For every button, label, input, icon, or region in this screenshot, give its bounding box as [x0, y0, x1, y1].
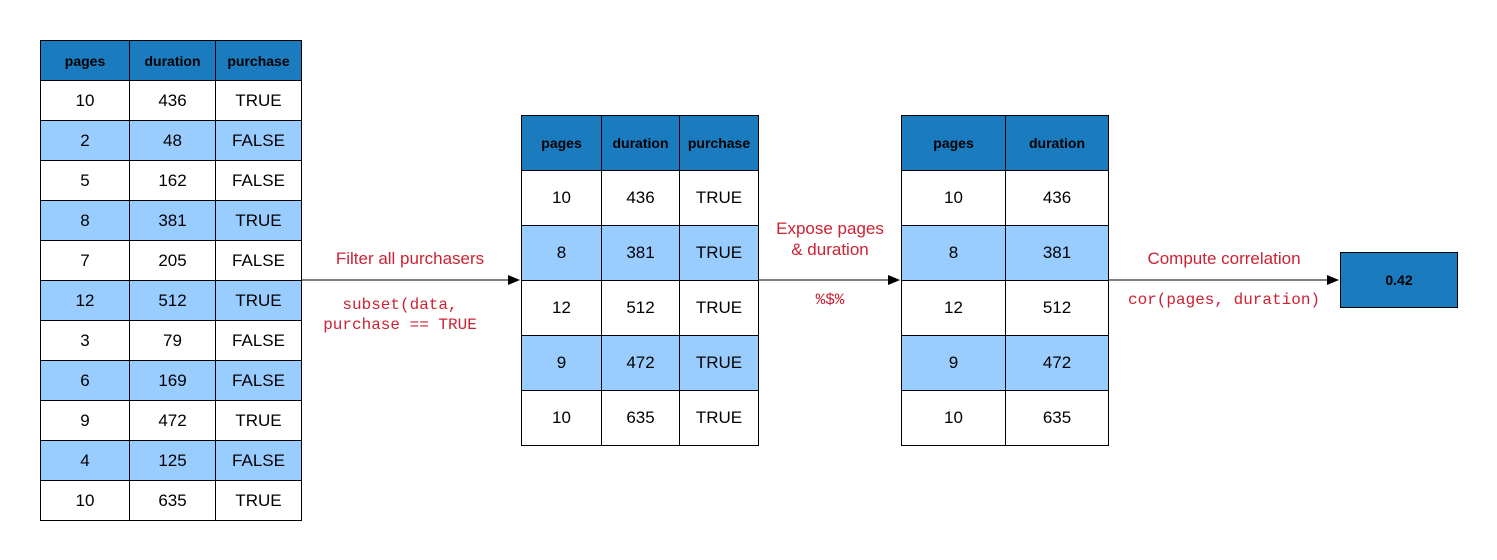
exposed-table: pages duration 10 436 8 381 12 512 9 472 10 635: [901, 115, 1109, 446]
table-row: 10 436 TRUE: [40, 80, 302, 121]
table-row: 6 169 FALSE: [40, 360, 302, 401]
table-row: 2 48 FALSE: [40, 120, 302, 161]
table-cell: FALSE: [215, 440, 302, 481]
table-row: 4 125 FALSE: [40, 440, 302, 481]
correlation-result: 0.42: [1340, 252, 1458, 308]
table-row: 8 381 TRUE: [521, 225, 759, 281]
table-cell: FALSE: [215, 120, 302, 161]
table-cell: 12: [40, 280, 130, 321]
table-row: 8 381: [901, 225, 1109, 281]
table-cell: 635: [601, 390, 680, 446]
table-cell: FALSE: [215, 360, 302, 401]
table-row: 8 381 TRUE: [40, 200, 302, 241]
table-cell: TRUE: [215, 200, 302, 241]
table-cell: 10: [40, 80, 130, 121]
table-cell: 10: [521, 170, 602, 226]
table-cell: 472: [1005, 335, 1109, 391]
table-cell: 472: [601, 335, 680, 391]
table-row: 9 472: [901, 335, 1109, 391]
table-cell: TRUE: [215, 80, 302, 121]
filtered-table: pages duration purchase 10 436 TRUE 8 381 TRUE 12…: [521, 115, 759, 446]
exposition-pipe-code: %$%: [815, 291, 845, 309]
table-cell: 10: [901, 390, 1006, 446]
filter-code: subset(data, purchase == TRUE: [300, 295, 500, 335]
column-header: pages: [40, 40, 130, 81]
header-row: pages duration purchase: [40, 40, 302, 81]
table-cell: 10: [40, 480, 130, 521]
table-cell: TRUE: [215, 480, 302, 521]
table-cell: 6: [40, 360, 130, 401]
table-cell: TRUE: [679, 335, 759, 391]
table-cell: 9: [521, 335, 602, 391]
table-cell: 48: [129, 120, 216, 161]
table-row: 10 635 TRUE: [40, 480, 302, 521]
table-cell: TRUE: [679, 225, 759, 281]
table-cell: 7: [40, 240, 130, 281]
column-header: duration: [601, 115, 680, 171]
table-row: 12 512 TRUE: [521, 280, 759, 336]
table-cell: TRUE: [679, 170, 759, 226]
table-cell: FALSE: [215, 240, 302, 281]
table-row: 9 472 TRUE: [40, 400, 302, 441]
table-row: 7 205 FALSE: [40, 240, 302, 281]
filter-code-line1: subset(data,: [342, 296, 458, 314]
table-cell: 8: [901, 225, 1006, 281]
table-cell: 512: [601, 280, 680, 336]
table-cell: 436: [129, 80, 216, 121]
table-cell: 436: [1005, 170, 1109, 226]
header-row: pages duration purchase: [521, 115, 759, 171]
expose-label: Expose pages & duration: [760, 218, 900, 260]
table-cell: 3: [40, 320, 130, 361]
table-cell: 125: [129, 440, 216, 481]
table-cell: 381: [601, 225, 680, 281]
table-row: 10 635: [901, 390, 1109, 446]
table-cell: 635: [1005, 390, 1109, 446]
table-row: 10 635 TRUE: [521, 390, 759, 446]
table-cell: 4: [40, 440, 130, 481]
table-row: 12 512 TRUE: [40, 280, 302, 321]
expose-label-line2: & duration: [791, 240, 869, 259]
table-cell: 8: [521, 225, 602, 281]
table-row: 5 162 FALSE: [40, 160, 302, 201]
table-cell: 10: [521, 390, 602, 446]
table-cell: 205: [129, 240, 216, 281]
table-cell: 9: [901, 335, 1006, 391]
table-row: 9 472 TRUE: [521, 335, 759, 391]
table-cell: 381: [1005, 225, 1109, 281]
table-cell: TRUE: [215, 400, 302, 441]
column-header: pages: [521, 115, 602, 171]
table-row: 3 79 FALSE: [40, 320, 302, 361]
table-row: 10 436: [901, 170, 1109, 226]
header-row: pages duration: [901, 115, 1109, 171]
table-cell: TRUE: [215, 280, 302, 321]
table-cell: TRUE: [679, 390, 759, 446]
filter-label: Filter all purchasers: [335, 249, 485, 268]
column-header: purchase: [679, 115, 759, 171]
table-row: 10 436 TRUE: [521, 170, 759, 226]
table-cell: 512: [1005, 280, 1109, 336]
table-cell: 162: [129, 160, 216, 201]
table-cell: 10: [901, 170, 1006, 226]
expose-label-line1: Expose pages: [776, 219, 884, 238]
correlation-label: Compute correlation: [1147, 249, 1301, 268]
table-cell: 8: [40, 200, 130, 241]
table-cell: 5: [40, 160, 130, 201]
correlation-code: cor(pages, duration): [1127, 291, 1321, 309]
table-cell: FALSE: [215, 160, 302, 201]
table-cell: 2: [40, 120, 130, 161]
filter-code-line2: purchase == TRUE: [323, 316, 477, 334]
source-table: pages duration purchase 10 436 TRUE 2 48 FALSE 5 1…: [40, 40, 302, 521]
table-cell: 169: [129, 360, 216, 401]
table-cell: 381: [129, 200, 216, 241]
